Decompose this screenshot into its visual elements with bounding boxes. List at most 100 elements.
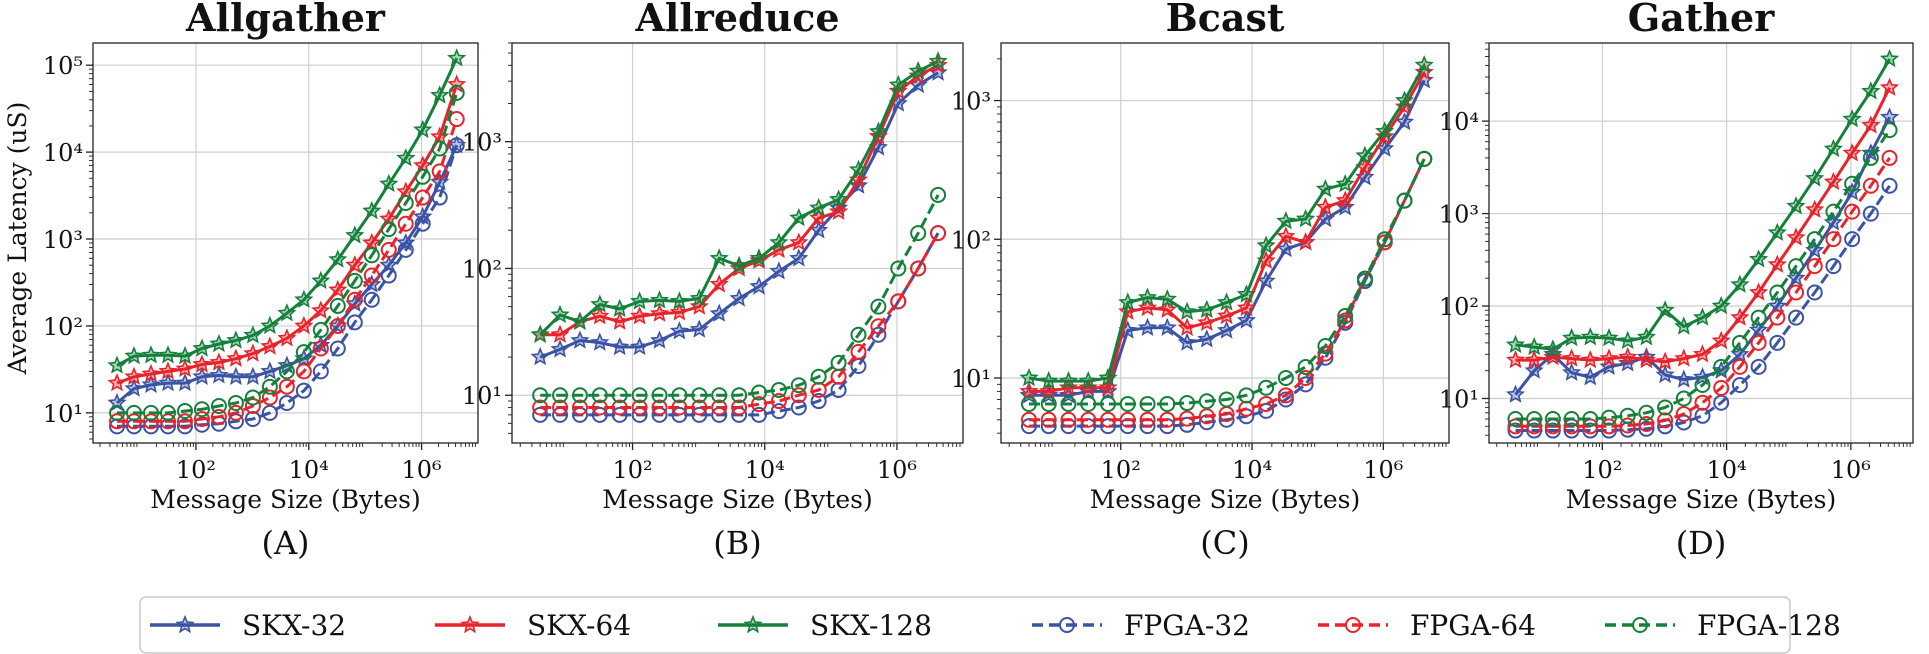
data-point xyxy=(1805,168,1825,187)
data-point xyxy=(789,248,809,267)
data-point xyxy=(329,297,346,314)
series-skx-128 xyxy=(1505,48,1900,358)
chart-title: Gather xyxy=(1628,0,1775,40)
data-point xyxy=(1655,300,1675,319)
data-point xyxy=(1179,410,1196,427)
data-point xyxy=(1197,329,1217,348)
data-point xyxy=(363,291,380,308)
data-point xyxy=(1619,407,1636,424)
legend-frame xyxy=(139,596,1791,654)
data-point xyxy=(651,387,668,404)
y-tick-label: 10² xyxy=(951,226,991,254)
data-point xyxy=(1020,418,1037,435)
data-point xyxy=(1879,107,1900,126)
data-point xyxy=(1236,284,1256,303)
y-tick-label: 10⁴ xyxy=(43,139,83,167)
chart-title: Allgather xyxy=(185,0,386,40)
data-point xyxy=(769,232,789,251)
data-point xyxy=(1394,96,1415,116)
data-point xyxy=(158,361,178,380)
series-line xyxy=(1515,184,1891,432)
data-point xyxy=(1636,349,1656,369)
panel-bcast: 10² 10⁴ 10⁶ 10¹ 10² 10³ Bcast Message Size (Byt… xyxy=(951,0,1450,562)
data-point xyxy=(312,363,329,380)
data-point xyxy=(1731,334,1748,351)
data-point xyxy=(1217,320,1237,339)
data-point xyxy=(192,338,212,357)
data-point xyxy=(1276,211,1296,230)
data-point xyxy=(611,406,628,423)
data-point xyxy=(1394,112,1415,131)
data-point xyxy=(530,347,550,366)
data-point xyxy=(124,345,144,365)
data-point xyxy=(1217,292,1237,311)
data-point xyxy=(1098,367,1118,387)
data-point xyxy=(729,255,749,274)
data-point xyxy=(1197,312,1217,332)
x-tick-label: 10⁴ xyxy=(745,456,785,484)
data-point xyxy=(1177,301,1197,321)
data-point xyxy=(176,403,193,420)
x-tick-label: 10² xyxy=(1582,456,1622,484)
data-point xyxy=(209,333,229,353)
data-point xyxy=(532,399,549,416)
data-point xyxy=(749,276,769,295)
data-point xyxy=(1675,390,1692,407)
data-point xyxy=(1582,410,1599,427)
data-point xyxy=(611,387,628,404)
x-axis-label: Message Size (Bytes) xyxy=(602,485,872,514)
data-point xyxy=(447,48,467,67)
data-point xyxy=(1580,327,1600,346)
data-point xyxy=(278,363,295,380)
data-point xyxy=(1198,408,1215,425)
data-point xyxy=(278,378,295,395)
data-point xyxy=(790,377,807,394)
series-line xyxy=(1029,158,1426,406)
data-point xyxy=(649,290,670,309)
series-line xyxy=(1515,87,1891,364)
data-point xyxy=(1315,178,1335,198)
chart-title: Allreduce xyxy=(634,0,839,40)
data-point xyxy=(1179,395,1196,412)
data-point xyxy=(709,303,729,322)
data-point xyxy=(1376,231,1393,248)
legend-swatch-marker xyxy=(175,614,195,634)
legend-label: SKX-64 xyxy=(527,609,631,642)
data-point xyxy=(1218,391,1235,408)
data-point xyxy=(1337,307,1354,324)
data-point xyxy=(1119,411,1136,428)
data-point xyxy=(1750,309,1767,326)
data-point xyxy=(1692,344,1713,363)
data-point xyxy=(1638,404,1655,421)
x-tick-label: 10⁶ xyxy=(1831,456,1871,484)
data-point xyxy=(396,148,416,167)
data-point xyxy=(928,51,948,70)
series-line xyxy=(539,71,939,359)
y-tick-label: 10¹ xyxy=(462,382,502,410)
data-point xyxy=(1861,81,1881,100)
data-point xyxy=(711,399,728,416)
data-point xyxy=(1767,254,1787,273)
data-point xyxy=(1842,143,1862,162)
x-tick-label: 10² xyxy=(612,456,652,484)
data-point xyxy=(630,306,650,325)
data-point xyxy=(1713,379,1730,396)
data-point xyxy=(729,288,749,307)
data-point xyxy=(1844,175,1861,192)
panel-label: (B) xyxy=(713,524,761,562)
data-point xyxy=(689,319,709,338)
data-point xyxy=(1524,337,1544,356)
data-point xyxy=(1730,274,1750,293)
data-point xyxy=(1823,171,1843,191)
data-point xyxy=(345,255,365,274)
data-point xyxy=(1562,348,1582,367)
series-line xyxy=(117,92,459,415)
data-point xyxy=(346,291,363,308)
data-point xyxy=(1786,227,1806,246)
data-point xyxy=(749,248,769,267)
data-point xyxy=(362,232,382,252)
data-point xyxy=(550,324,570,343)
data-point xyxy=(397,194,414,211)
data-point xyxy=(571,387,588,404)
chart-title: Bcast xyxy=(1166,0,1285,40)
